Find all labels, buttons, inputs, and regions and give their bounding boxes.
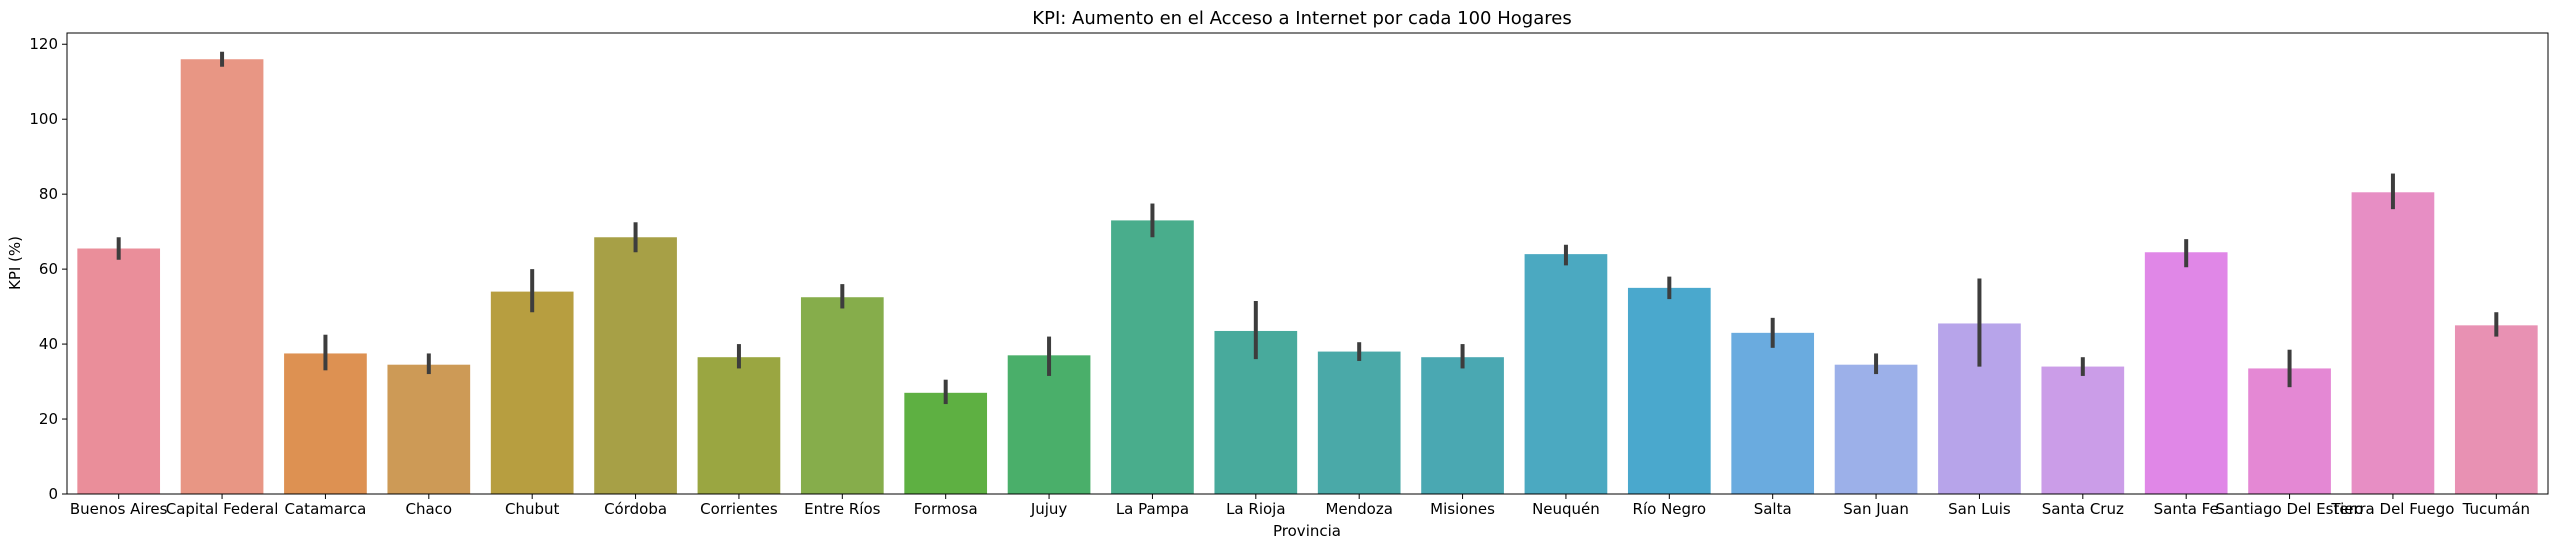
bar-6 bbox=[697, 357, 781, 494]
bar-12 bbox=[1317, 351, 1401, 494]
plot-frame bbox=[66, 32, 2549, 495]
bar-21 bbox=[2248, 368, 2331, 494]
bar-22 bbox=[2351, 192, 2435, 494]
bar-0 bbox=[77, 248, 161, 494]
x-tick-label-17: San Juan bbox=[1843, 500, 1909, 518]
y-tick-label-3: 60 bbox=[39, 260, 58, 278]
bar-9 bbox=[1007, 355, 1091, 494]
x-axis-label: Provincia bbox=[1273, 522, 1341, 540]
x-tick-label-1: Capital Federal bbox=[166, 500, 279, 518]
error-bars-group bbox=[116, 51, 2499, 405]
bar-15 bbox=[1627, 287, 1711, 494]
x-tick-label-2: Catamarca bbox=[285, 500, 367, 518]
y-axis: 0 20 40 60 80 100 120 bbox=[29, 35, 67, 503]
x-tick-label-23: Tucumán bbox=[2462, 500, 2530, 518]
bar-2 bbox=[284, 353, 367, 494]
bar-4 bbox=[490, 291, 574, 494]
bar-8 bbox=[904, 392, 988, 494]
bar-16 bbox=[1731, 332, 1815, 494]
y-axis-label: KPI (%) bbox=[6, 236, 24, 290]
x-tick-label-15: Río Negro bbox=[1633, 500, 1707, 518]
y-tick-label-4: 80 bbox=[39, 185, 58, 203]
x-tick-label-13: Misiones bbox=[1430, 500, 1495, 518]
x-tick-label-0: Buenos Aires bbox=[70, 500, 168, 518]
bar-14 bbox=[1524, 254, 1608, 494]
y-tick-label-1: 20 bbox=[39, 410, 58, 428]
bar-7 bbox=[800, 297, 884, 494]
y-tick-label-0: 0 bbox=[48, 485, 58, 503]
x-tick-label-19: Santa Cruz bbox=[2042, 500, 2124, 518]
bars-group bbox=[77, 59, 2538, 494]
x-tick-label-21: Santiago Del Estero bbox=[2216, 500, 2364, 518]
x-tick-label-12: Mendoza bbox=[1325, 500, 1392, 518]
x-tick-label-18: San Luis bbox=[1948, 500, 2011, 518]
bar-23 bbox=[2454, 325, 2538, 494]
bar-13 bbox=[1421, 357, 1504, 494]
bar-20 bbox=[2144, 252, 2228, 494]
x-tick-label-10: La Pampa bbox=[1116, 500, 1189, 518]
bar-10 bbox=[1111, 220, 1194, 494]
x-tick-label-14: Neuquén bbox=[1532, 500, 1600, 518]
x-tick-label-8: Formosa bbox=[914, 500, 978, 518]
x-tick-label-6: Corrientes bbox=[700, 500, 778, 518]
bar-3 bbox=[387, 364, 471, 494]
x-tick-label-20: Santa Fe bbox=[2154, 500, 2219, 518]
x-tick-label-16: Salta bbox=[1754, 500, 1792, 518]
x-tick-label-4: Chubut bbox=[505, 500, 560, 518]
bar-17 bbox=[1834, 364, 1918, 494]
y-tick-label-2: 40 bbox=[39, 335, 58, 353]
y-tick-label-5: 100 bbox=[29, 110, 58, 128]
x-tick-label-22: Tierra Del Fuego bbox=[2330, 500, 2454, 518]
bar-19 bbox=[2041, 366, 2125, 494]
x-tick-label-9: Jujuy bbox=[1030, 500, 1068, 518]
bar-5 bbox=[594, 237, 677, 494]
y-tick-label-6: 120 bbox=[29, 35, 58, 53]
x-tick-label-7: Entre Ríos bbox=[804, 500, 880, 518]
bar-1 bbox=[180, 59, 264, 494]
x-tick-label-5: Córdoba bbox=[604, 500, 667, 518]
chart-title: KPI: Aumento en el Acceso a Internet por… bbox=[1032, 8, 1571, 29]
x-tick-label-3: Chaco bbox=[406, 500, 453, 518]
x-tick-label-11: La Rioja bbox=[1226, 500, 1285, 518]
